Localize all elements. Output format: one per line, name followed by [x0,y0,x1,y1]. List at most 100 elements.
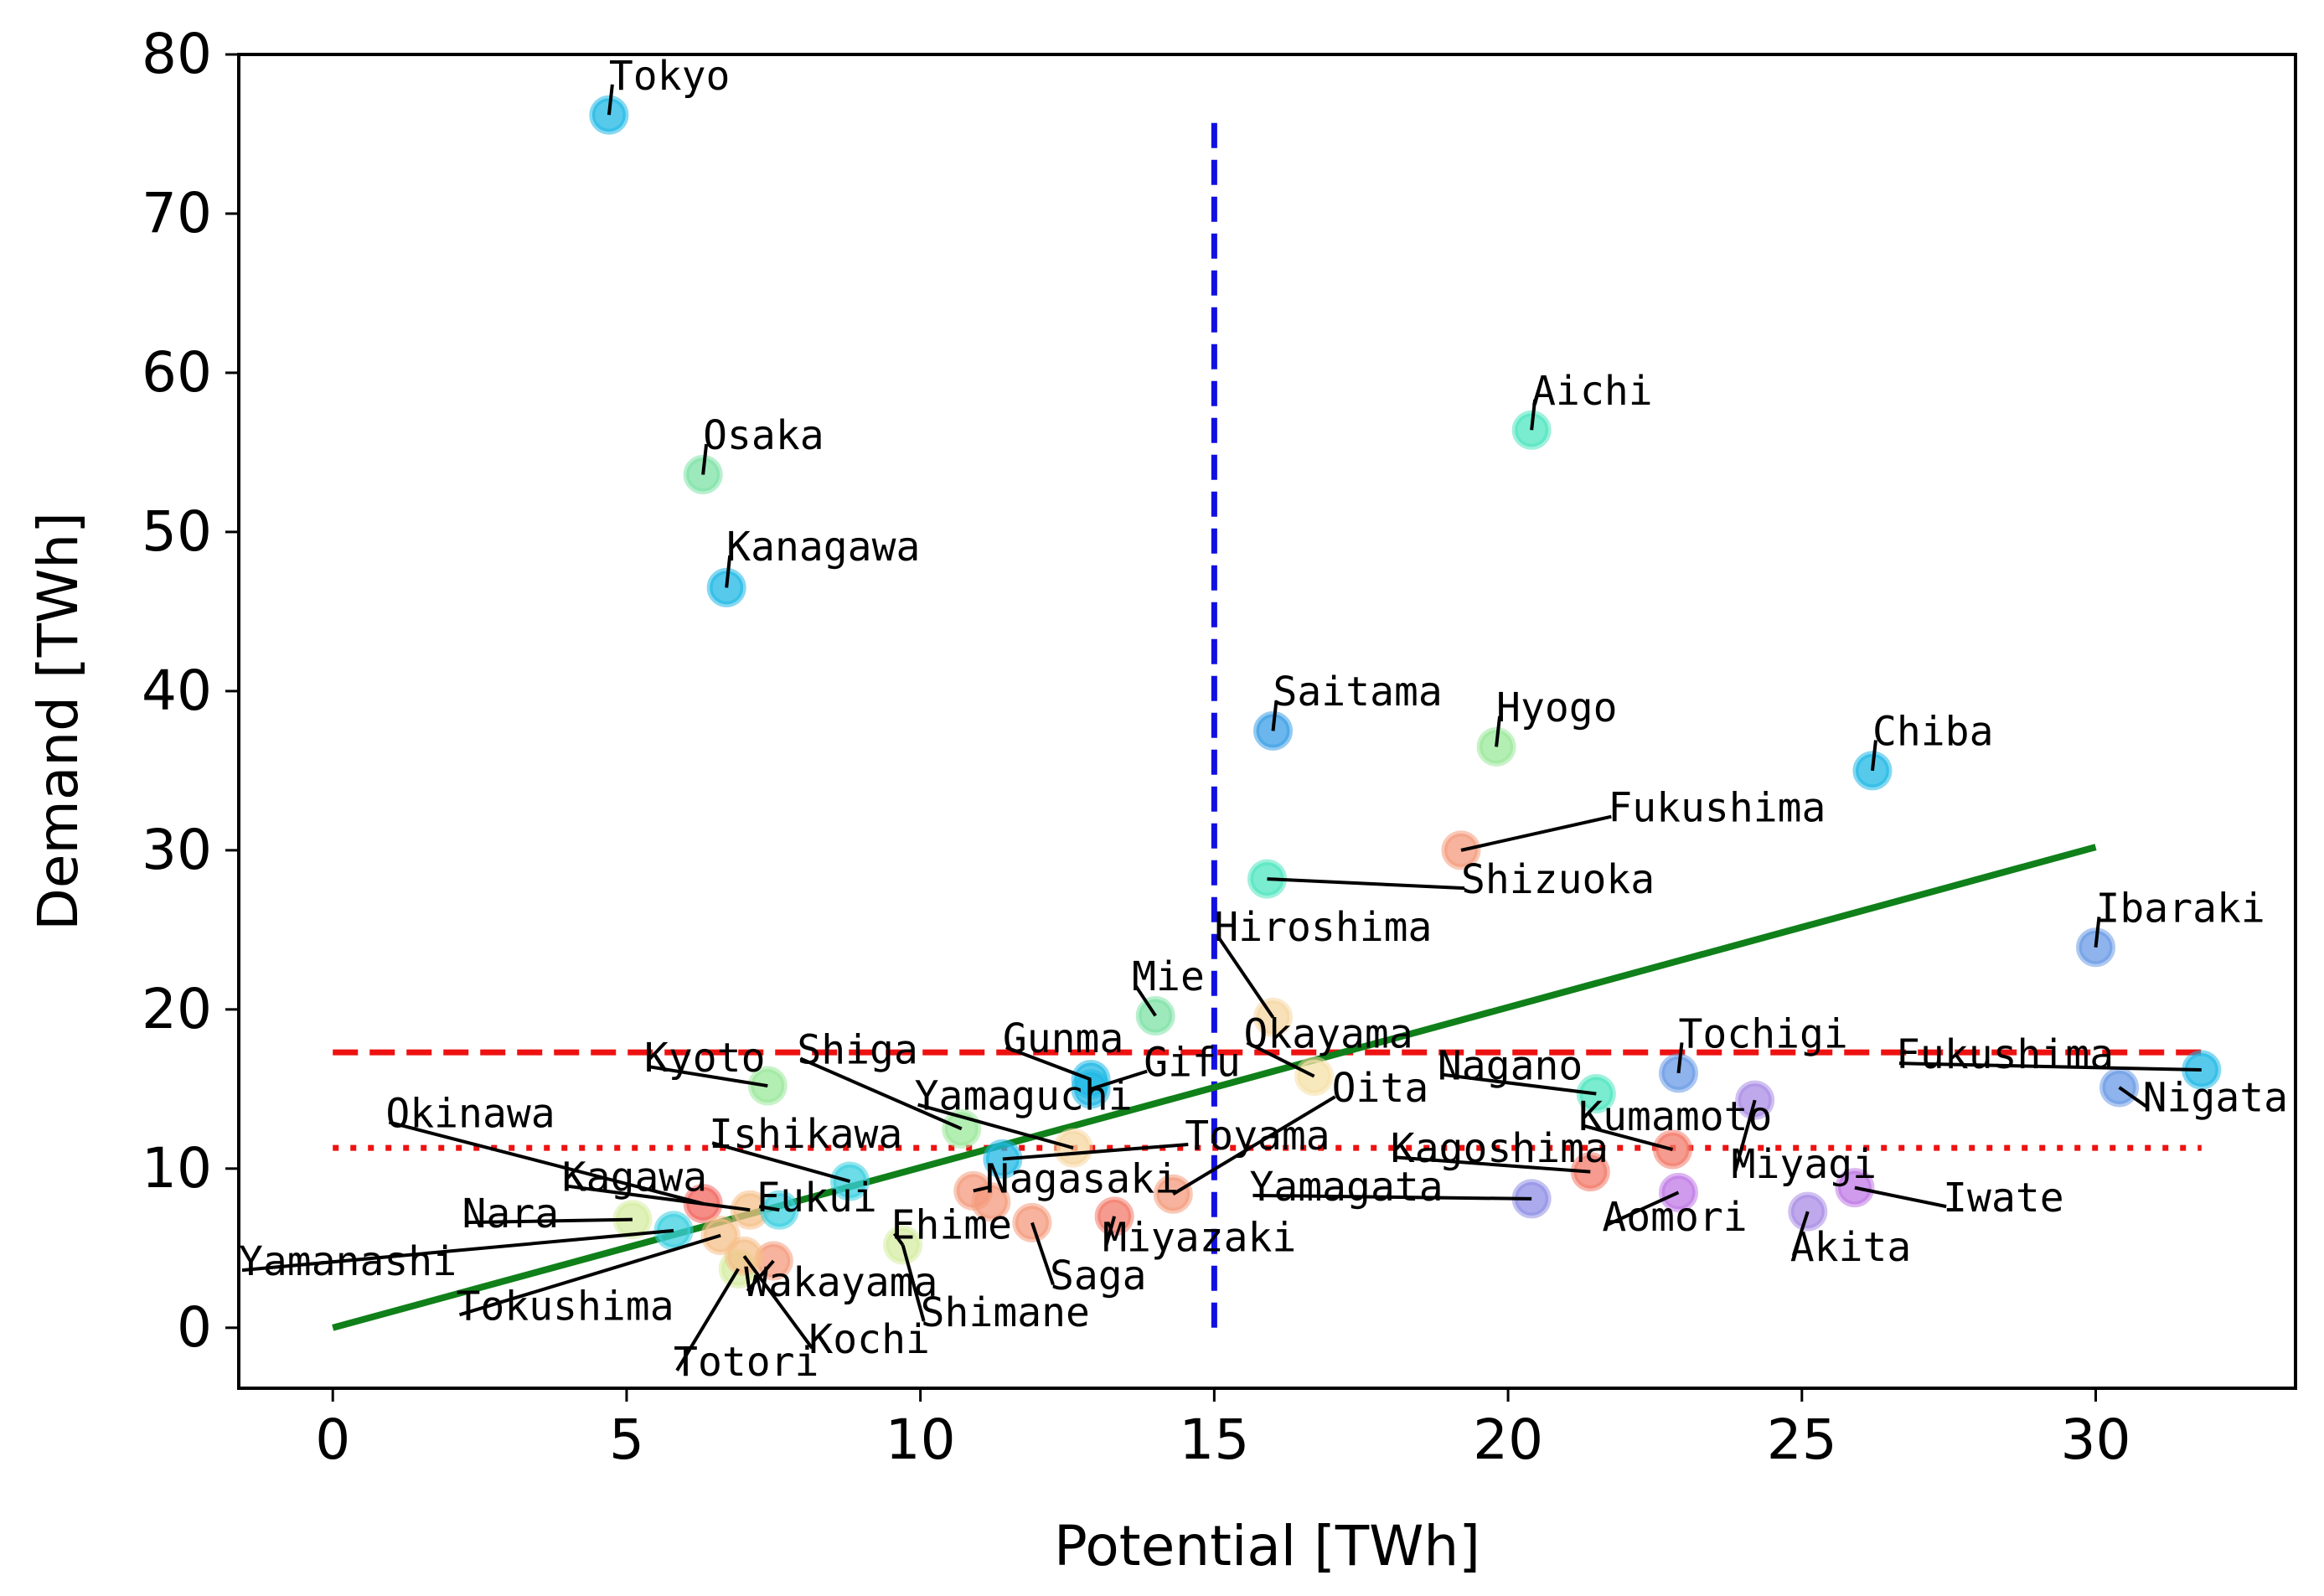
point-label-kanagawa: Kanagawa [726,524,920,571]
point-label-totori: Totori [674,1339,819,1386]
annotation-leader-22 [1581,1123,1673,1151]
annotation-leader-29 [1002,1143,1189,1161]
point-label-shimane: Shimane [921,1289,1090,1336]
y-axis-ticks: 0 10 20 30 40 50 60 70 80 [142,22,239,1360]
y-tick-label-4: 40 [142,659,212,723]
y-tick-label-8: 80 [142,22,212,86]
annotation-leader-2 [725,555,732,588]
annotation-leader-3 [1530,399,1537,431]
point-label-oita: Oita [1332,1065,1429,1112]
y-tick-label-7: 70 [142,181,212,245]
annotation-leader-13 [1005,1046,1092,1082]
x-tick-label-1: 5 [609,1407,644,1472]
annotation-leader-16 [799,1056,963,1131]
y-tick-label-5: 50 [142,499,212,564]
data-point-oita-32 [971,1182,1011,1222]
point-label-yamagata: Yamagata [1249,1164,1443,1211]
annotation-leader-5 [1495,715,1502,747]
y-tick-label-6: 60 [142,340,212,405]
annotation-leader-0 [607,84,614,116]
point-label-nigata: Nigata [2143,1074,2288,1121]
annotation-leader-38 [758,1205,780,1212]
point-label-tokyo: Tokyo [609,53,731,100]
point-label-tochigi: Tochigi [1679,1010,1848,1057]
point-label-osaka: Osaka [703,412,824,459]
point-label-miyazaki: Miyazaki [1103,1215,1296,1262]
annotation-leader-21 [2118,1086,2147,1108]
annotation-leader-20 [1898,1061,2202,1072]
point-label-shizuoka: Shizuoka [1461,856,1655,903]
annotation-leader-26 [1252,1193,1532,1201]
annotation-leader-30 [1172,1095,1336,1196]
annotation-leader-33 [892,1232,905,1247]
point-label-nagasaki: Nagasaki [985,1155,1179,1202]
point-label-hyogo: Hyogo [1496,684,1618,731]
x-tick-label-4: 20 [1473,1407,1543,1472]
point-label-mie: Mie [1132,953,1205,1000]
annotation-leader-32 [973,1185,989,1193]
point-label-kumamoto: Kumamoto [1578,1093,1772,1140]
annotation-leader-14 [1090,1069,1148,1091]
point-label-saitama: Saitama [1273,669,1443,715]
annotation-leader-28 [1854,1185,1947,1209]
annotation-leader-36 [388,1120,704,1206]
point-label-chiba: Chiba [1872,708,1994,755]
annotation-leader-15 [647,1064,768,1088]
annotation-leader-11 [1134,984,1157,1017]
x-tick-label-0: 0 [315,1407,350,1472]
point-label-aichi: Aichi [1531,368,1653,415]
point-label-fukui: Fukui [756,1175,876,1222]
point-label-fukushima: Fukushima [1608,785,1826,832]
point-label-okayama: Okayama [1243,1010,1412,1057]
reference-line-line-3 [332,844,2097,1331]
point-label-wakayama: Wakayama [744,1259,937,1306]
x-tick-label-5: 25 [1767,1407,1837,1472]
annotation-leader-37 [565,1184,751,1212]
point-label-fukushima: Fukushima [1896,1031,2114,1078]
point-label-kochi: Kochi [808,1316,930,1363]
point-label-gunma: Gunma [1003,1015,1124,1062]
annotation-leader-17 [917,1103,1074,1150]
annotation-leader-6 [1870,740,1877,772]
point-label-ibaraki: Ibaraki [2096,885,2265,932]
y-tick-label-2: 20 [142,977,212,1041]
plot-frame [237,53,2297,1390]
annotation-leader-45 [675,1268,740,1371]
point-label-ishikawa: Ishikawa [709,1111,902,1158]
point-label-kyoto: Kyoto [644,1035,766,1082]
point-label-tokushima: Tokushima [457,1283,674,1330]
point-label-iwate: Iwate [1943,1175,2064,1222]
point-label-toyama: Toyama [1185,1113,1330,1160]
point-label-yamanashi: Yamanashi [239,1238,457,1285]
x-axis-ticks: 0 5 10 15 20 25 30 [315,1388,2131,1472]
y-tick-label-1: 10 [142,1136,212,1201]
annotation-leader-12 [1246,1041,1315,1078]
point-label-hiroshima: Hiroshima [1214,904,1432,951]
annotation-leader-34 [1030,1222,1055,1285]
point-label-miyagi: Miyagi [1732,1141,1877,1188]
annotation-leader-10 [1216,935,1275,1019]
point-label-saga: Saga [1050,1253,1147,1299]
x-tick-label-2: 10 [886,1407,956,1472]
annotation-leader-4 [1271,700,1278,731]
point-labels: Tokyo Osaka Kanagawa Aichi Saitama Hyogo Chiba… [239,53,2288,1386]
x-tick-label-6: 30 [2061,1407,2131,1472]
annotation-leader-24 [1393,1155,1591,1174]
x-axis-label: Potential [TWh] [1054,1514,1480,1578]
annotation-leader-40 [241,1228,674,1273]
point-label-yamaguchi: Yamaguchi [915,1073,1133,1120]
annotation-leader-44 [742,1255,813,1350]
point-label-kagoshima: Kagoshima [1391,1125,1609,1172]
point-label-nara: Nara [462,1191,560,1237]
point-label-ehime: Ehime [891,1201,1013,1248]
x-tick-label-3: 15 [1179,1407,1249,1472]
point-label-nagano: Nagano [1438,1042,1583,1089]
y-tick-label-0: 0 [177,1295,212,1360]
annotation-leader-23 [1733,1099,1757,1174]
point-label-okinawa: Okinawa [385,1090,555,1137]
point-label-kagawa: Kagawa [562,1154,707,1201]
point-label-gifu: Gifu [1144,1040,1241,1087]
annotation-leader-1 [701,443,709,475]
point-label-akita: Akita [1790,1224,1912,1271]
